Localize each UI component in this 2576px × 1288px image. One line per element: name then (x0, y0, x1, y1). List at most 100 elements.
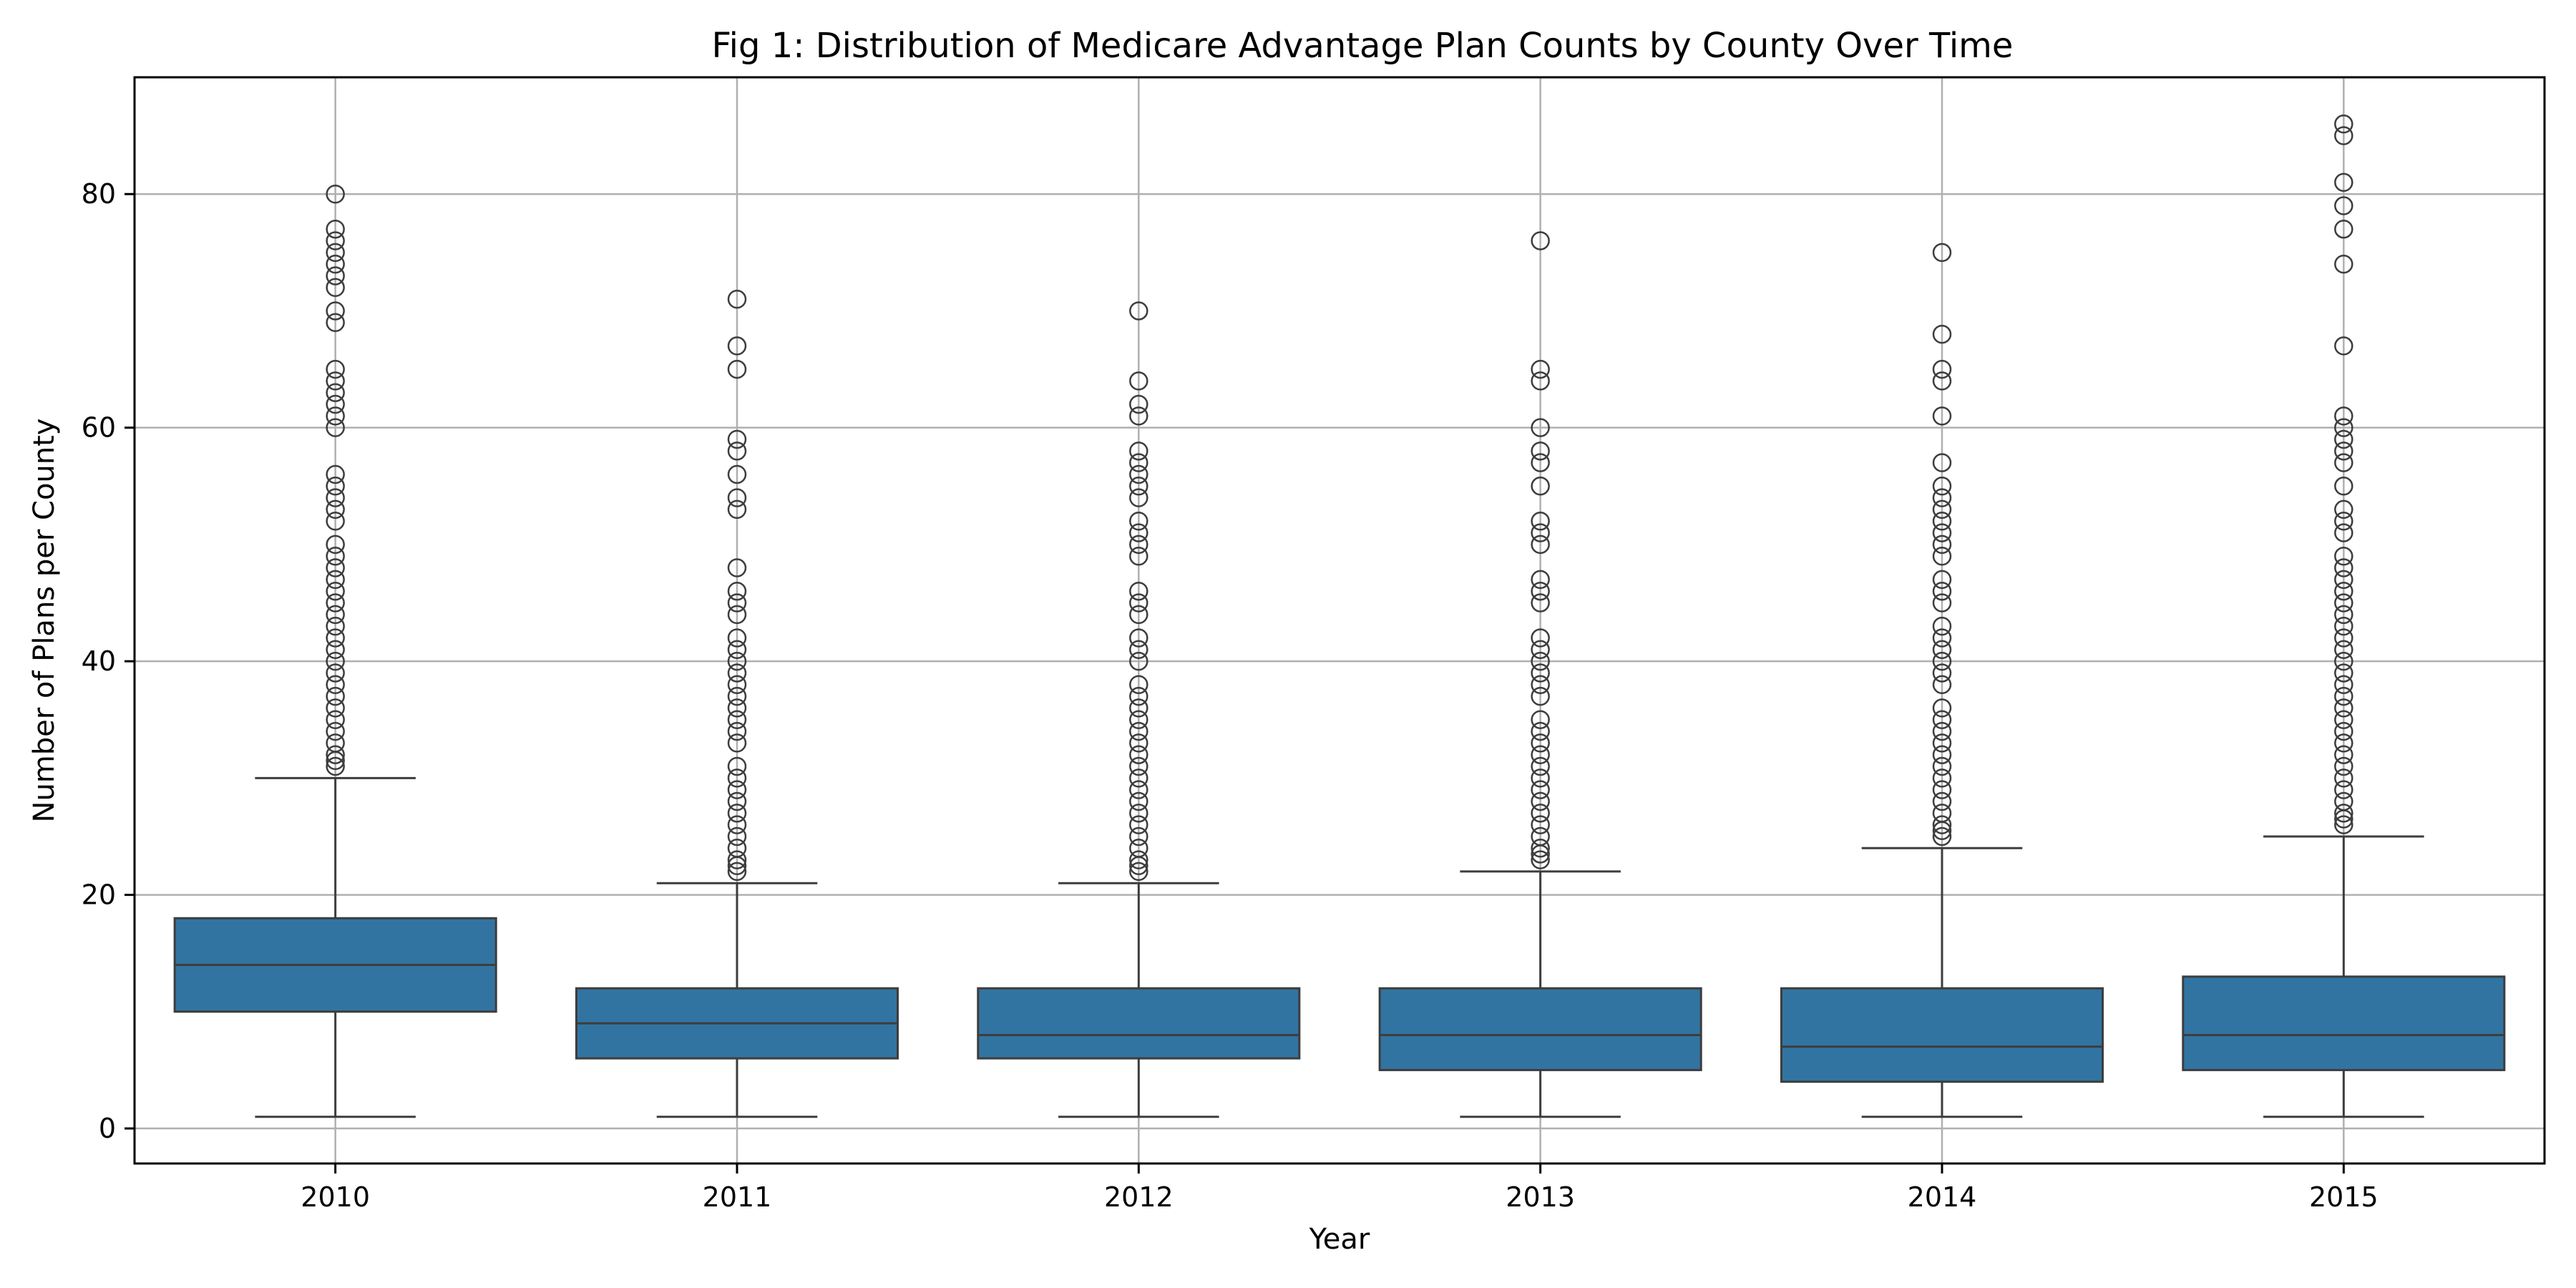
outlier-point (1531, 686, 1550, 706)
outlier-point (1129, 815, 1148, 834)
outlier-point (1129, 512, 1148, 531)
outlier-point (326, 464, 345, 484)
chart-title: Fig 1: Distribution of Medicare Advantag… (712, 26, 2014, 66)
outlier-point (326, 383, 345, 402)
outlier-point (1932, 640, 1952, 660)
outlier-point (1531, 593, 1550, 613)
outlier-point (727, 675, 747, 695)
outlier-point (1129, 488, 1148, 507)
outlier-point (1531, 733, 1550, 753)
outlier-point (1129, 804, 1148, 823)
outlier-point (1932, 698, 1952, 718)
outlier-point (326, 710, 345, 729)
outlier-point (1129, 733, 1148, 753)
outlier-point (2334, 663, 2353, 683)
outlier-point (727, 862, 747, 882)
outlier-point (1129, 756, 1148, 776)
outlier-point (1129, 371, 1148, 391)
outlier-point (2334, 616, 2353, 636)
outlier-point (1932, 628, 1952, 648)
outlier-point (326, 756, 345, 776)
outlier-point (1129, 593, 1148, 613)
outlier-point (1531, 663, 1550, 683)
outlier-point (2334, 640, 2353, 660)
outlier-point (326, 499, 345, 519)
outlier-point (1531, 477, 1550, 496)
outlier-point (727, 359, 747, 379)
outlier-point (1531, 804, 1550, 823)
outlier-point (1932, 733, 1952, 753)
outlier-point (1129, 850, 1148, 869)
outlier-point (1129, 721, 1148, 741)
box-2014 (1780, 847, 2104, 1118)
outlier-point (2334, 570, 2353, 590)
outlier-point (1129, 581, 1148, 601)
outlier-point (1531, 570, 1550, 590)
outlier-point (727, 441, 747, 461)
outlier-point (727, 581, 747, 601)
outlier-point (727, 721, 747, 741)
outlier-point (1932, 359, 1952, 379)
outlier-point (2334, 581, 2353, 601)
outlier-point (1129, 791, 1148, 811)
outlier-point (326, 243, 345, 263)
outlier-point (1932, 546, 1952, 566)
outlier-point (2334, 593, 2353, 613)
outlier-point (326, 640, 345, 660)
outlier-point (1932, 570, 1952, 590)
outlier-point (1129, 441, 1148, 461)
outlier-point (1932, 488, 1952, 507)
outlier-point (1531, 628, 1550, 648)
outlier-point (727, 850, 747, 869)
outlier-point (1129, 640, 1148, 660)
outlier-point (2334, 769, 2353, 788)
plot-frame (133, 76, 2546, 1165)
y-tick-label: 40 (82, 645, 116, 677)
outlier-point (1932, 675, 1952, 695)
outlier-point (1129, 710, 1148, 729)
outlier-point (1531, 791, 1550, 811)
outlier-point (2334, 546, 2353, 566)
outlier-point (326, 733, 345, 753)
outlier-point (1129, 546, 1148, 566)
outlier-point (326, 231, 345, 250)
outlier-point (1531, 371, 1550, 391)
outlier-point (2334, 710, 2353, 729)
outlier-point (1129, 628, 1148, 648)
outlier-point (727, 780, 747, 799)
x-tick-label: 2012 (1104, 1181, 1174, 1213)
outlier-point (1531, 710, 1550, 729)
outlier-point (1129, 675, 1148, 695)
y-tick-label: 60 (82, 412, 116, 444)
boxes-layer (173, 776, 2506, 1118)
outlier-point (2334, 499, 2353, 519)
outlier-point (1531, 512, 1550, 531)
outlier-point (1531, 651, 1550, 671)
outlier-point (326, 219, 345, 239)
outlier-point (1932, 499, 1952, 519)
outlier-point (2334, 558, 2353, 577)
box-2015 (2182, 835, 2506, 1118)
outlier-point (326, 313, 345, 333)
outlier-point (727, 336, 747, 356)
outlier-point (1129, 535, 1148, 555)
outlier-point (326, 371, 345, 391)
outlier-point (1129, 686, 1148, 706)
outlier-point (1932, 745, 1952, 764)
outlier-point (1531, 839, 1550, 858)
outlier-point (1932, 804, 1952, 823)
outlier-point (727, 429, 747, 449)
outlier-point (1932, 710, 1952, 729)
outlier-point (1531, 826, 1550, 847)
outlier-point (326, 394, 345, 414)
outlier-point (727, 289, 747, 309)
outlier-point (1932, 371, 1952, 391)
outlier-point (1932, 324, 1952, 344)
outlier-point (1531, 441, 1550, 461)
outlier-point (727, 558, 747, 577)
outlier-point (2334, 418, 2353, 437)
outlier-point (1531, 581, 1550, 601)
outlier-point (1129, 477, 1148, 496)
outlier-point (326, 512, 345, 531)
